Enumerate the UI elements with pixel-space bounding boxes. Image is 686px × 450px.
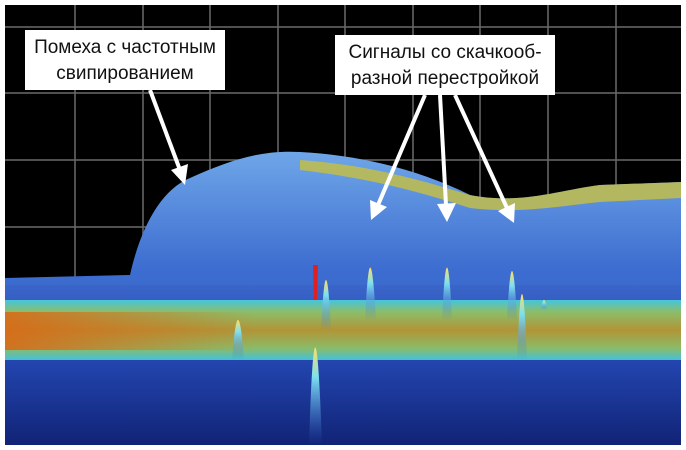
callout-text: свипированием [56, 63, 193, 84]
callout-box [335, 35, 555, 95]
callout-text: Помеха с частотным [34, 37, 216, 58]
signal-band-strong [5, 312, 255, 350]
callout-text: Сигналы со скачкооб- [348, 42, 541, 63]
spikes [232, 267, 547, 445]
arrows [148, 89, 515, 223]
callout-text: разной перестройкой [351, 68, 539, 89]
peak [313, 265, 318, 300]
callout-box [25, 30, 225, 90]
sweep-trace [300, 160, 681, 211]
